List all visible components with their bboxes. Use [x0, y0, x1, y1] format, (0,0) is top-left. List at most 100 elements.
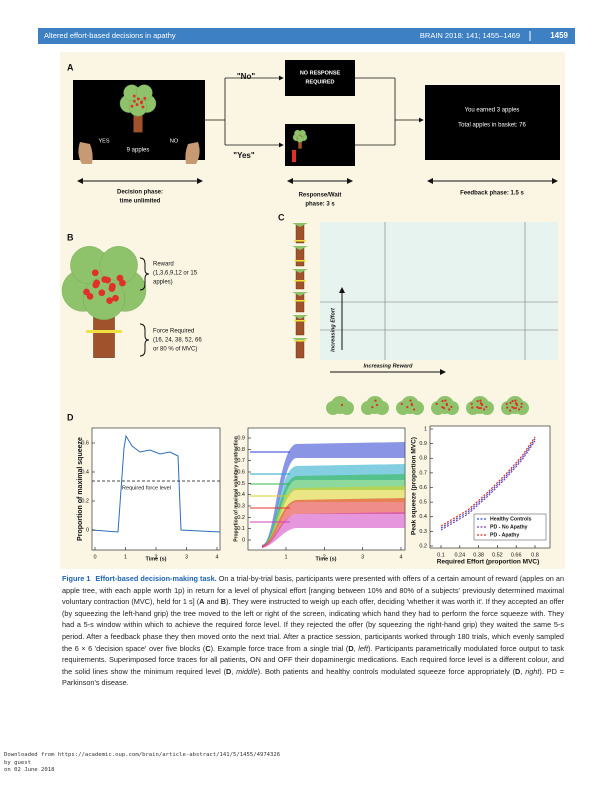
apple — [300, 136, 302, 138]
label: Decision phase: — [117, 190, 163, 196]
caption-text: , — [520, 666, 526, 676]
apple — [375, 403, 379, 407]
small-tree — [515, 401, 529, 415]
y-tick-label: 0.6 — [237, 469, 245, 475]
y-tick-label: 0.5 — [237, 481, 245, 487]
x-tick-label: 3 — [185, 554, 188, 560]
decision-space — [320, 222, 558, 360]
x-tick-label: 2 — [323, 554, 326, 560]
apple — [400, 402, 403, 405]
small-tree — [326, 401, 340, 415]
y-tick-label: 0.9 — [237, 435, 245, 441]
y-tick-label: 0.1 — [237, 526, 245, 532]
apple — [435, 402, 438, 405]
apple — [471, 406, 474, 409]
y-tick-label: 0.8 — [237, 447, 245, 453]
apple — [479, 406, 483, 410]
apple — [141, 105, 145, 109]
x-tick-label: 0.24 — [454, 552, 465, 558]
small-tree — [431, 401, 445, 415]
y-tick-label: 0.7 — [237, 458, 245, 464]
x-tick-label: 4 — [399, 554, 402, 560]
running-title: Altered effort-based decisions in apathy — [44, 31, 176, 40]
label: YES — [98, 138, 109, 144]
screen — [425, 85, 560, 160]
y-tick-label: 0.4 — [419, 514, 427, 520]
y-tick-label: 0.5 — [419, 500, 427, 506]
apple — [374, 399, 377, 402]
label: or 80 % of MVC) — [153, 347, 197, 353]
apple — [135, 103, 139, 107]
legend-label: PD - Apathy — [490, 532, 519, 538]
apple — [297, 137, 299, 139]
axis-label: Required Effort (proportion MVC) — [437, 559, 540, 566]
force-line — [294, 300, 306, 302]
x-tick-label: 0.1 — [437, 552, 445, 558]
caption-text: ). Example force trace from a single tri… — [210, 643, 349, 653]
caption-text: and — [204, 597, 221, 607]
apple — [91, 269, 99, 277]
plot-frame — [91, 427, 221, 551]
group-line — [440, 436, 536, 527]
force-band — [262, 498, 405, 548]
caption-text: On a trial-by-trial basis, participants … — [62, 574, 564, 607]
apple — [518, 408, 521, 411]
force-line — [294, 260, 306, 262]
hand — [78, 142, 93, 164]
x-tick-label: 4 — [215, 554, 218, 560]
y-tick-label: 0.3 — [419, 529, 427, 535]
force-trace — [91, 434, 221, 533]
trunk — [295, 316, 305, 336]
apple — [108, 285, 116, 292]
panel-ref: B — [220, 597, 226, 607]
y-tick-label: 0.9 — [419, 441, 427, 447]
foliage — [292, 269, 308, 273]
apple — [136, 97, 140, 101]
force-band — [262, 512, 405, 548]
y-tick-label: 0.3 — [237, 503, 245, 509]
panel-label: D — [67, 412, 74, 422]
label: 9 apples — [127, 148, 150, 154]
label: You earned 3 apples — [465, 108, 520, 114]
header-bar — [38, 28, 575, 44]
small-tree — [445, 401, 459, 415]
apple — [139, 101, 143, 105]
y-tick-label: 0 — [242, 537, 245, 543]
footer-line: by guest — [4, 759, 31, 766]
apple — [514, 406, 518, 410]
caption: Figure 1 Effort-based decision-making tas… — [62, 573, 564, 689]
x-tick-label: 0.66 — [511, 552, 522, 558]
figure-title: Effort-based decision-making task. — [95, 574, 217, 583]
page-number: 1459 — [550, 31, 568, 40]
small-tree — [361, 401, 375, 415]
panel-label: C — [278, 212, 285, 222]
label: phase: 3 s — [305, 202, 335, 208]
foliage — [292, 292, 308, 296]
apple — [409, 399, 412, 402]
apple — [509, 409, 512, 412]
y-tick-label: 0.2 — [81, 498, 89, 504]
small-tree — [396, 401, 410, 415]
group-line — [440, 438, 536, 529]
apple — [476, 406, 479, 409]
apple — [406, 406, 409, 409]
brace — [139, 257, 150, 291]
axis-label: Time (s) — [146, 556, 167, 562]
panel-ref: D — [515, 666, 521, 676]
apple — [83, 288, 90, 296]
force-line — [86, 330, 122, 333]
y-tick-label: 0.2 — [237, 515, 245, 521]
apple — [509, 401, 512, 404]
legend-label: Healthy Controls — [490, 516, 532, 522]
trunk — [295, 293, 305, 313]
x-tick-label: 0.52 — [492, 552, 503, 558]
apple — [483, 408, 486, 411]
panel-ref: right — [525, 666, 540, 676]
apple — [93, 279, 101, 287]
footer-line: on 02 June 2018 — [4, 767, 55, 773]
footer: Downloaded from https://academic.oup.com… — [4, 752, 280, 775]
footer-line: Downloaded from https://academic.oup.com… — [4, 752, 281, 758]
label: Reward — [153, 262, 174, 268]
